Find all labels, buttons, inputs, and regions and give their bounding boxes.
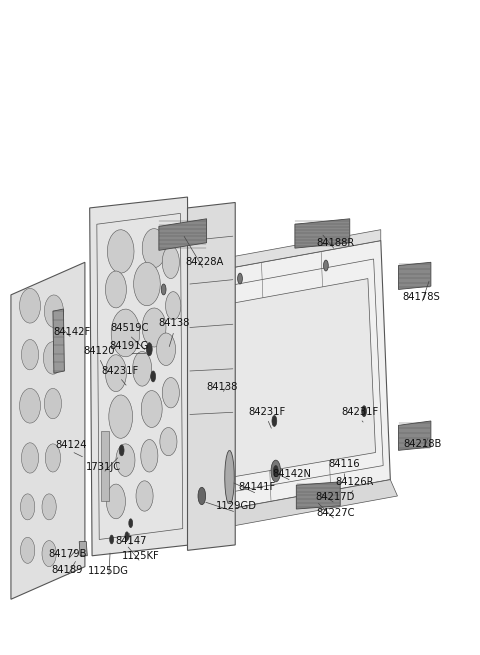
Polygon shape bbox=[141, 440, 158, 472]
Polygon shape bbox=[159, 278, 375, 489]
Circle shape bbox=[362, 405, 366, 417]
Polygon shape bbox=[44, 342, 62, 374]
Circle shape bbox=[161, 284, 166, 295]
Polygon shape bbox=[225, 451, 234, 503]
Polygon shape bbox=[42, 540, 56, 567]
Circle shape bbox=[198, 487, 205, 505]
Polygon shape bbox=[159, 219, 206, 250]
Polygon shape bbox=[142, 308, 166, 347]
Polygon shape bbox=[132, 352, 152, 386]
Polygon shape bbox=[188, 202, 235, 550]
Text: 84231F: 84231F bbox=[342, 407, 379, 417]
Polygon shape bbox=[166, 291, 181, 320]
Polygon shape bbox=[116, 444, 135, 476]
Polygon shape bbox=[20, 288, 40, 323]
Text: 84228A: 84228A bbox=[185, 257, 223, 267]
Text: 84217D: 84217D bbox=[316, 492, 355, 502]
Circle shape bbox=[125, 532, 129, 540]
Polygon shape bbox=[106, 271, 126, 308]
Polygon shape bbox=[107, 484, 125, 519]
Text: 84218B: 84218B bbox=[403, 439, 442, 449]
Polygon shape bbox=[142, 240, 390, 523]
Polygon shape bbox=[53, 309, 64, 373]
Circle shape bbox=[271, 460, 281, 482]
Circle shape bbox=[151, 371, 156, 382]
Circle shape bbox=[146, 343, 152, 356]
Text: 84116: 84116 bbox=[328, 459, 360, 470]
Text: 84141F: 84141F bbox=[239, 482, 276, 493]
Text: 1731JC: 1731JC bbox=[85, 462, 120, 472]
Text: 84178S: 84178S bbox=[402, 292, 440, 302]
Polygon shape bbox=[44, 388, 61, 419]
Polygon shape bbox=[106, 355, 126, 392]
Text: 84138: 84138 bbox=[206, 383, 238, 392]
Polygon shape bbox=[11, 262, 85, 599]
Polygon shape bbox=[45, 295, 63, 328]
Polygon shape bbox=[101, 431, 109, 502]
Circle shape bbox=[272, 415, 277, 426]
Text: 84126R: 84126R bbox=[336, 477, 374, 487]
Polygon shape bbox=[398, 421, 431, 451]
Text: 84519C: 84519C bbox=[110, 322, 148, 333]
Text: 1129GD: 1129GD bbox=[216, 501, 257, 511]
Circle shape bbox=[110, 535, 114, 544]
Circle shape bbox=[119, 445, 124, 456]
Polygon shape bbox=[79, 542, 87, 556]
Text: 84142N: 84142N bbox=[272, 469, 311, 479]
Text: 84138: 84138 bbox=[158, 318, 190, 328]
Polygon shape bbox=[296, 482, 340, 509]
Polygon shape bbox=[142, 230, 381, 284]
Circle shape bbox=[129, 519, 132, 527]
Polygon shape bbox=[295, 219, 350, 248]
Polygon shape bbox=[21, 537, 35, 563]
Polygon shape bbox=[136, 481, 153, 511]
Polygon shape bbox=[162, 377, 180, 408]
Polygon shape bbox=[90, 197, 190, 556]
Polygon shape bbox=[156, 333, 176, 365]
Polygon shape bbox=[142, 229, 166, 268]
Text: 84227C: 84227C bbox=[316, 508, 355, 518]
Text: 1125KF: 1125KF bbox=[122, 551, 160, 561]
Circle shape bbox=[324, 260, 328, 271]
Polygon shape bbox=[22, 443, 38, 473]
Text: 84231F: 84231F bbox=[249, 407, 286, 417]
Polygon shape bbox=[21, 494, 35, 520]
Polygon shape bbox=[108, 230, 134, 273]
Polygon shape bbox=[162, 246, 180, 278]
Text: 84124: 84124 bbox=[56, 440, 87, 450]
Text: 84231F: 84231F bbox=[101, 366, 138, 376]
Polygon shape bbox=[141, 390, 162, 428]
Polygon shape bbox=[20, 388, 40, 423]
Polygon shape bbox=[152, 479, 397, 540]
Polygon shape bbox=[22, 339, 38, 370]
Text: 84179B: 84179B bbox=[48, 549, 86, 559]
Polygon shape bbox=[45, 444, 60, 472]
Polygon shape bbox=[109, 395, 132, 438]
Circle shape bbox=[274, 466, 278, 476]
Text: 84188R: 84188R bbox=[316, 238, 355, 248]
Circle shape bbox=[238, 273, 242, 284]
Polygon shape bbox=[42, 494, 56, 520]
Polygon shape bbox=[160, 428, 177, 456]
Polygon shape bbox=[398, 262, 431, 290]
Text: 84189: 84189 bbox=[51, 565, 83, 575]
Text: 84147: 84147 bbox=[116, 536, 147, 546]
Text: 1125DG: 1125DG bbox=[88, 566, 129, 576]
Circle shape bbox=[82, 544, 85, 553]
Polygon shape bbox=[111, 309, 140, 357]
Text: 84120: 84120 bbox=[84, 346, 115, 356]
Text: 84142F: 84142F bbox=[53, 327, 91, 337]
Polygon shape bbox=[133, 262, 160, 306]
Text: 84191G: 84191G bbox=[109, 341, 149, 351]
